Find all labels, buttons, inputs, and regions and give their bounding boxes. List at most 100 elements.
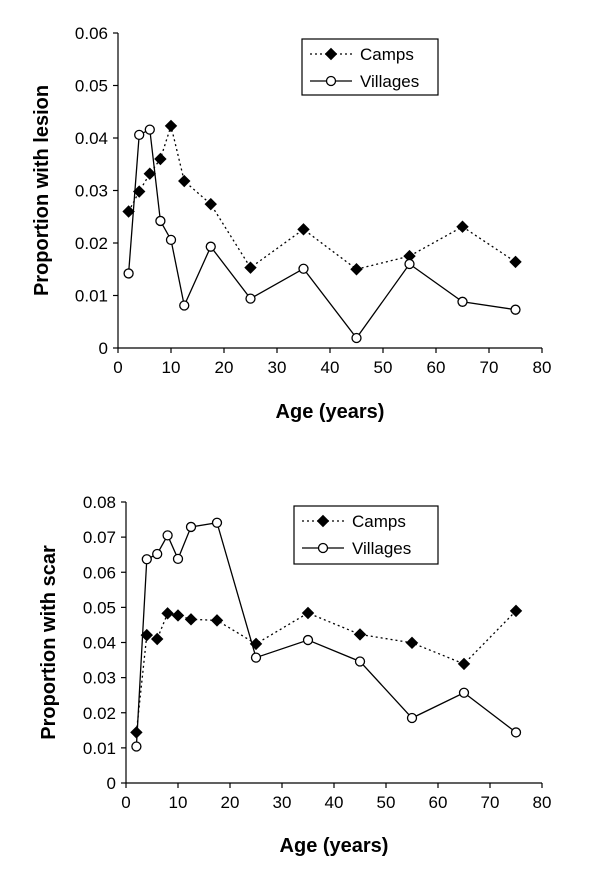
x-tick-label: 0 — [121, 793, 130, 812]
x-tick-label: 50 — [374, 358, 393, 377]
x-tick-label: 40 — [321, 358, 340, 377]
data-point — [405, 636, 419, 650]
data-point — [456, 220, 469, 233]
data-point — [131, 741, 142, 752]
y-axis-title: Proportion with lesion — [31, 85, 53, 296]
data-point — [152, 548, 163, 560]
data-point — [123, 268, 134, 279]
chart-2: 0 0.01 0.02 0.03 0.04 0.05 0.06 0.07 0.08 0 10 20 30… — [38, 493, 551, 857]
y-tick-label: 0.05 — [83, 598, 116, 617]
legend-box — [301, 38, 439, 96]
data-point — [134, 129, 145, 141]
data-point — [244, 261, 257, 274]
legend-label: Camps — [360, 45, 414, 64]
series-camps — [122, 119, 522, 276]
data-point — [302, 634, 314, 646]
data-point — [204, 197, 217, 211]
data-point — [509, 255, 522, 269]
series-line — [128, 123, 516, 270]
data-point — [457, 296, 468, 307]
data-point — [165, 234, 177, 246]
y-tick-label: 0 — [107, 774, 116, 793]
data-point — [155, 215, 166, 227]
y-tick-label: 0.05 — [75, 77, 108, 96]
y-axis-title: Proportion with scar — [38, 545, 60, 740]
data-point — [406, 712, 418, 724]
x-tick-label: 50 — [377, 793, 396, 812]
x-axis-title: Age (years) — [276, 401, 385, 423]
data-point — [297, 223, 310, 236]
legend-marker — [317, 542, 329, 554]
x-tick-label: 80 — [533, 358, 552, 377]
data-point — [458, 687, 470, 698]
y-tick-label: 0.08 — [83, 493, 116, 512]
data-point — [350, 263, 363, 276]
x-tick-label: 30 — [273, 793, 292, 812]
data-point — [509, 604, 523, 618]
legend-label: Camps — [352, 512, 406, 531]
data-point — [162, 530, 173, 541]
x-tick-label: 30 — [268, 358, 287, 377]
data-point — [457, 657, 471, 671]
x-tick-label: 60 — [429, 793, 448, 812]
y-tick-label: 0.02 — [75, 234, 108, 253]
y-tick-label: 0 — [99, 339, 108, 358]
y-tick-label: 0.06 — [83, 563, 116, 582]
data-point — [178, 174, 191, 188]
y-tick-label: 0.01 — [83, 739, 116, 758]
data-point — [210, 614, 224, 627]
x-tick-label: 10 — [162, 358, 181, 377]
x-tick-label: 20 — [215, 358, 234, 377]
x-tick-label: 40 — [325, 793, 344, 812]
y-tick-label: 0.04 — [75, 129, 108, 148]
legend: Camps Villages — [293, 505, 439, 565]
x-tick-label: 70 — [481, 793, 500, 812]
y-tick-label: 0.07 — [83, 528, 116, 547]
data-point — [179, 300, 190, 311]
x-tick-label: 80 — [533, 793, 552, 812]
data-point — [122, 205, 135, 218]
data-point — [141, 554, 152, 565]
x-tick-label: 20 — [221, 793, 240, 812]
data-point — [354, 656, 366, 667]
data-point — [185, 521, 197, 533]
x-tick-label: 10 — [169, 793, 188, 812]
data-point — [510, 727, 522, 738]
data-point — [298, 263, 309, 274]
x-tick-label: 70 — [480, 358, 499, 377]
x-tick-label: 60 — [427, 358, 446, 377]
series-villages — [123, 124, 521, 344]
data-point — [144, 124, 155, 135]
legend-marker — [325, 75, 337, 87]
legend-marker — [316, 514, 330, 528]
series-camps — [130, 604, 523, 739]
data-point — [154, 152, 167, 166]
y-tick-label: 0.06 — [75, 24, 108, 43]
data-point — [245, 293, 256, 304]
x-tick-label: 0 — [113, 358, 122, 377]
data-point — [171, 609, 185, 622]
data-point — [172, 553, 184, 565]
y-tick-label: 0.04 — [83, 634, 116, 653]
data-point — [510, 304, 521, 315]
data-point — [211, 517, 223, 528]
chart-1: 0 0.01 0.02 0.03 0.04 0.05 0.06 0 10 20 30 40 50 60 70… — [31, 24, 551, 423]
data-point — [161, 607, 174, 620]
data-point — [164, 119, 178, 133]
legend-label: Villages — [360, 72, 419, 91]
data-point — [353, 628, 367, 641]
data-point — [184, 613, 198, 626]
legend-label: Villages — [352, 539, 411, 558]
data-point — [250, 652, 262, 663]
data-point — [143, 167, 157, 180]
legend: Camps Villages — [301, 38, 439, 96]
x-axis-title: Age (years) — [280, 835, 389, 857]
y-tick-label: 0.03 — [75, 182, 108, 201]
series-villages — [131, 517, 522, 752]
legend-box — [293, 505, 439, 565]
data-point — [205, 241, 216, 252]
y-tick-label: 0.01 — [75, 287, 108, 306]
series-line — [135, 610, 517, 733]
y-tick-label: 0.03 — [83, 669, 116, 688]
